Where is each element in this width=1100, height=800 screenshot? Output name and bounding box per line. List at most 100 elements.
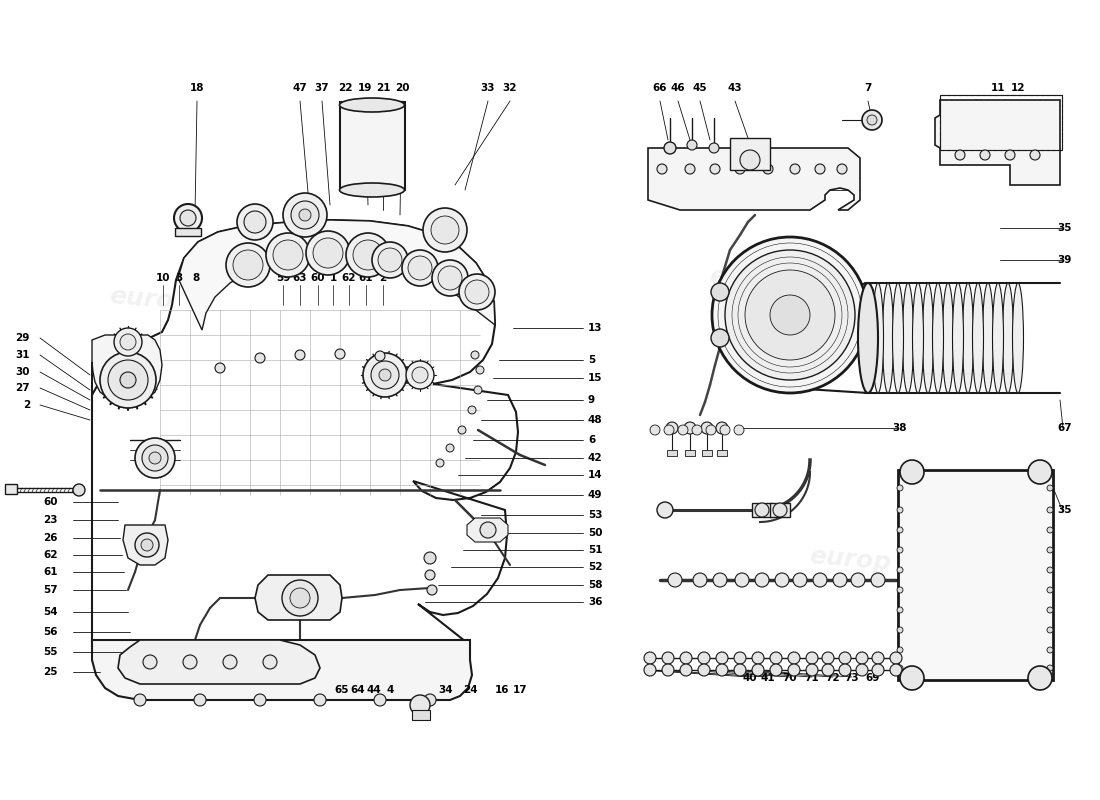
Circle shape — [108, 360, 148, 400]
Text: 48: 48 — [588, 415, 603, 425]
Circle shape — [896, 485, 903, 491]
Circle shape — [839, 652, 851, 664]
Text: europ: europ — [708, 265, 792, 295]
Circle shape — [871, 573, 886, 587]
Circle shape — [374, 694, 386, 706]
Circle shape — [120, 334, 136, 350]
Ellipse shape — [943, 283, 954, 393]
Text: 32: 32 — [503, 83, 517, 93]
Text: 44: 44 — [366, 685, 382, 695]
Circle shape — [872, 664, 884, 676]
Circle shape — [790, 164, 800, 174]
Circle shape — [793, 573, 807, 587]
Circle shape — [862, 110, 882, 130]
Text: 50: 50 — [588, 528, 603, 538]
Text: 24: 24 — [463, 685, 477, 695]
Text: 46: 46 — [671, 83, 685, 93]
Text: 56: 56 — [44, 627, 58, 637]
Text: 6: 6 — [588, 435, 595, 445]
Circle shape — [698, 664, 710, 676]
Ellipse shape — [882, 283, 893, 393]
Text: 2: 2 — [379, 273, 386, 283]
Circle shape — [720, 425, 730, 435]
Text: europ: europ — [158, 445, 242, 475]
Circle shape — [856, 664, 868, 676]
Ellipse shape — [340, 98, 405, 112]
Text: 42: 42 — [588, 453, 603, 463]
Circle shape — [684, 422, 696, 434]
Circle shape — [100, 352, 156, 408]
Circle shape — [336, 349, 345, 359]
Circle shape — [701, 422, 713, 434]
Bar — [940, 95, 1062, 150]
Circle shape — [710, 143, 719, 153]
Circle shape — [837, 164, 847, 174]
Circle shape — [314, 694, 326, 706]
Circle shape — [438, 266, 462, 290]
Text: 70: 70 — [783, 673, 798, 683]
Text: 26: 26 — [44, 533, 58, 543]
Circle shape — [183, 655, 197, 669]
Circle shape — [468, 406, 476, 414]
Text: 45: 45 — [693, 83, 707, 93]
Polygon shape — [123, 525, 168, 565]
Circle shape — [135, 533, 160, 557]
Circle shape — [141, 539, 153, 551]
Circle shape — [693, 573, 707, 587]
Circle shape — [900, 666, 924, 690]
Text: 23: 23 — [44, 515, 58, 525]
Circle shape — [142, 445, 168, 471]
Circle shape — [476, 366, 484, 374]
Circle shape — [822, 652, 834, 664]
Circle shape — [725, 250, 855, 380]
Circle shape — [263, 655, 277, 669]
Text: 35: 35 — [1058, 223, 1072, 233]
Text: 37: 37 — [315, 83, 329, 93]
Circle shape — [424, 694, 436, 706]
Circle shape — [378, 248, 402, 272]
Circle shape — [710, 164, 720, 174]
Text: europ: europ — [808, 545, 892, 575]
Ellipse shape — [872, 283, 883, 393]
Circle shape — [292, 201, 319, 229]
Circle shape — [776, 573, 789, 587]
Circle shape — [680, 652, 692, 664]
Circle shape — [295, 350, 305, 360]
Circle shape — [233, 250, 263, 280]
Circle shape — [813, 573, 827, 587]
Circle shape — [716, 652, 728, 664]
Circle shape — [688, 140, 697, 150]
Circle shape — [363, 353, 407, 397]
Text: 43: 43 — [728, 83, 743, 93]
Circle shape — [1047, 567, 1053, 573]
Circle shape — [900, 460, 924, 484]
Circle shape — [1047, 485, 1053, 491]
Text: 71: 71 — [805, 673, 820, 683]
Circle shape — [306, 231, 350, 275]
Circle shape — [657, 164, 667, 174]
Text: 25: 25 — [44, 667, 58, 677]
Ellipse shape — [953, 283, 964, 393]
Text: 58: 58 — [588, 580, 603, 590]
Circle shape — [1047, 547, 1053, 553]
Text: 16: 16 — [495, 685, 509, 695]
Circle shape — [650, 425, 660, 435]
Circle shape — [427, 585, 437, 595]
Circle shape — [408, 256, 432, 280]
Text: 61: 61 — [44, 567, 58, 577]
Circle shape — [255, 353, 265, 363]
Circle shape — [226, 243, 270, 287]
Text: 1: 1 — [329, 273, 337, 283]
Text: 57: 57 — [43, 585, 58, 595]
Text: 69: 69 — [866, 673, 880, 683]
Circle shape — [773, 503, 786, 517]
Circle shape — [290, 588, 310, 608]
Circle shape — [734, 652, 746, 664]
Ellipse shape — [933, 283, 944, 393]
Circle shape — [314, 238, 343, 268]
Text: 68: 68 — [761, 505, 776, 515]
Text: europ: europ — [418, 514, 502, 546]
Circle shape — [353, 240, 383, 270]
Text: 73: 73 — [845, 673, 859, 683]
Circle shape — [180, 210, 196, 226]
